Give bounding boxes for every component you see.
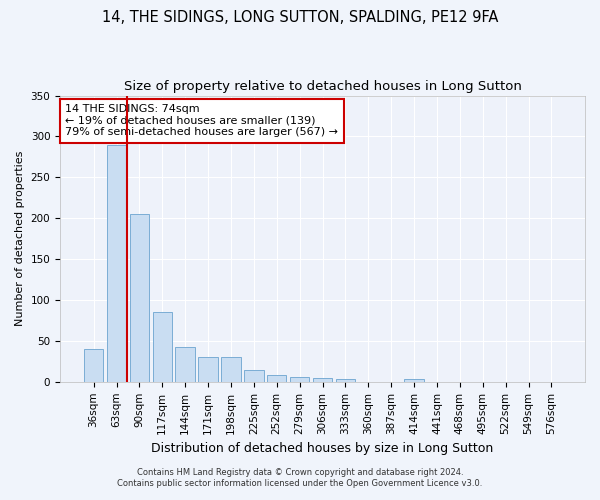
Bar (84, 349, 103, 382)
Bar (244, 370, 263, 382)
Text: 14 THE SIDINGS: 74sqm
← 19% of detached houses are smaller (139)
79% of semi-det: 14 THE SIDINGS: 74sqm ← 19% of detached … (65, 104, 338, 138)
Bar (404, 380, 424, 382)
Bar (175, 348, 195, 382)
Bar (130, 214, 149, 382)
Bar (199, 358, 218, 382)
Bar (313, 378, 332, 382)
Bar (290, 377, 310, 382)
X-axis label: Distribution of detached houses by size in Long Sutton: Distribution of detached houses by size … (151, 442, 494, 455)
Title: Size of property relative to detached houses in Long Sutton: Size of property relative to detached ho… (124, 80, 521, 93)
Bar (152, 312, 172, 382)
Bar (335, 378, 355, 382)
Y-axis label: Number of detached properties: Number of detached properties (15, 151, 25, 326)
Text: 14, THE SIDINGS, LONG SUTTON, SPALDING, PE12 9FA: 14, THE SIDINGS, LONG SUTTON, SPALDING, … (102, 10, 498, 25)
Bar (221, 358, 241, 382)
Text: Contains HM Land Registry data © Crown copyright and database right 2024.
Contai: Contains HM Land Registry data © Crown c… (118, 468, 482, 487)
Bar (267, 376, 286, 382)
Bar (107, 144, 126, 382)
